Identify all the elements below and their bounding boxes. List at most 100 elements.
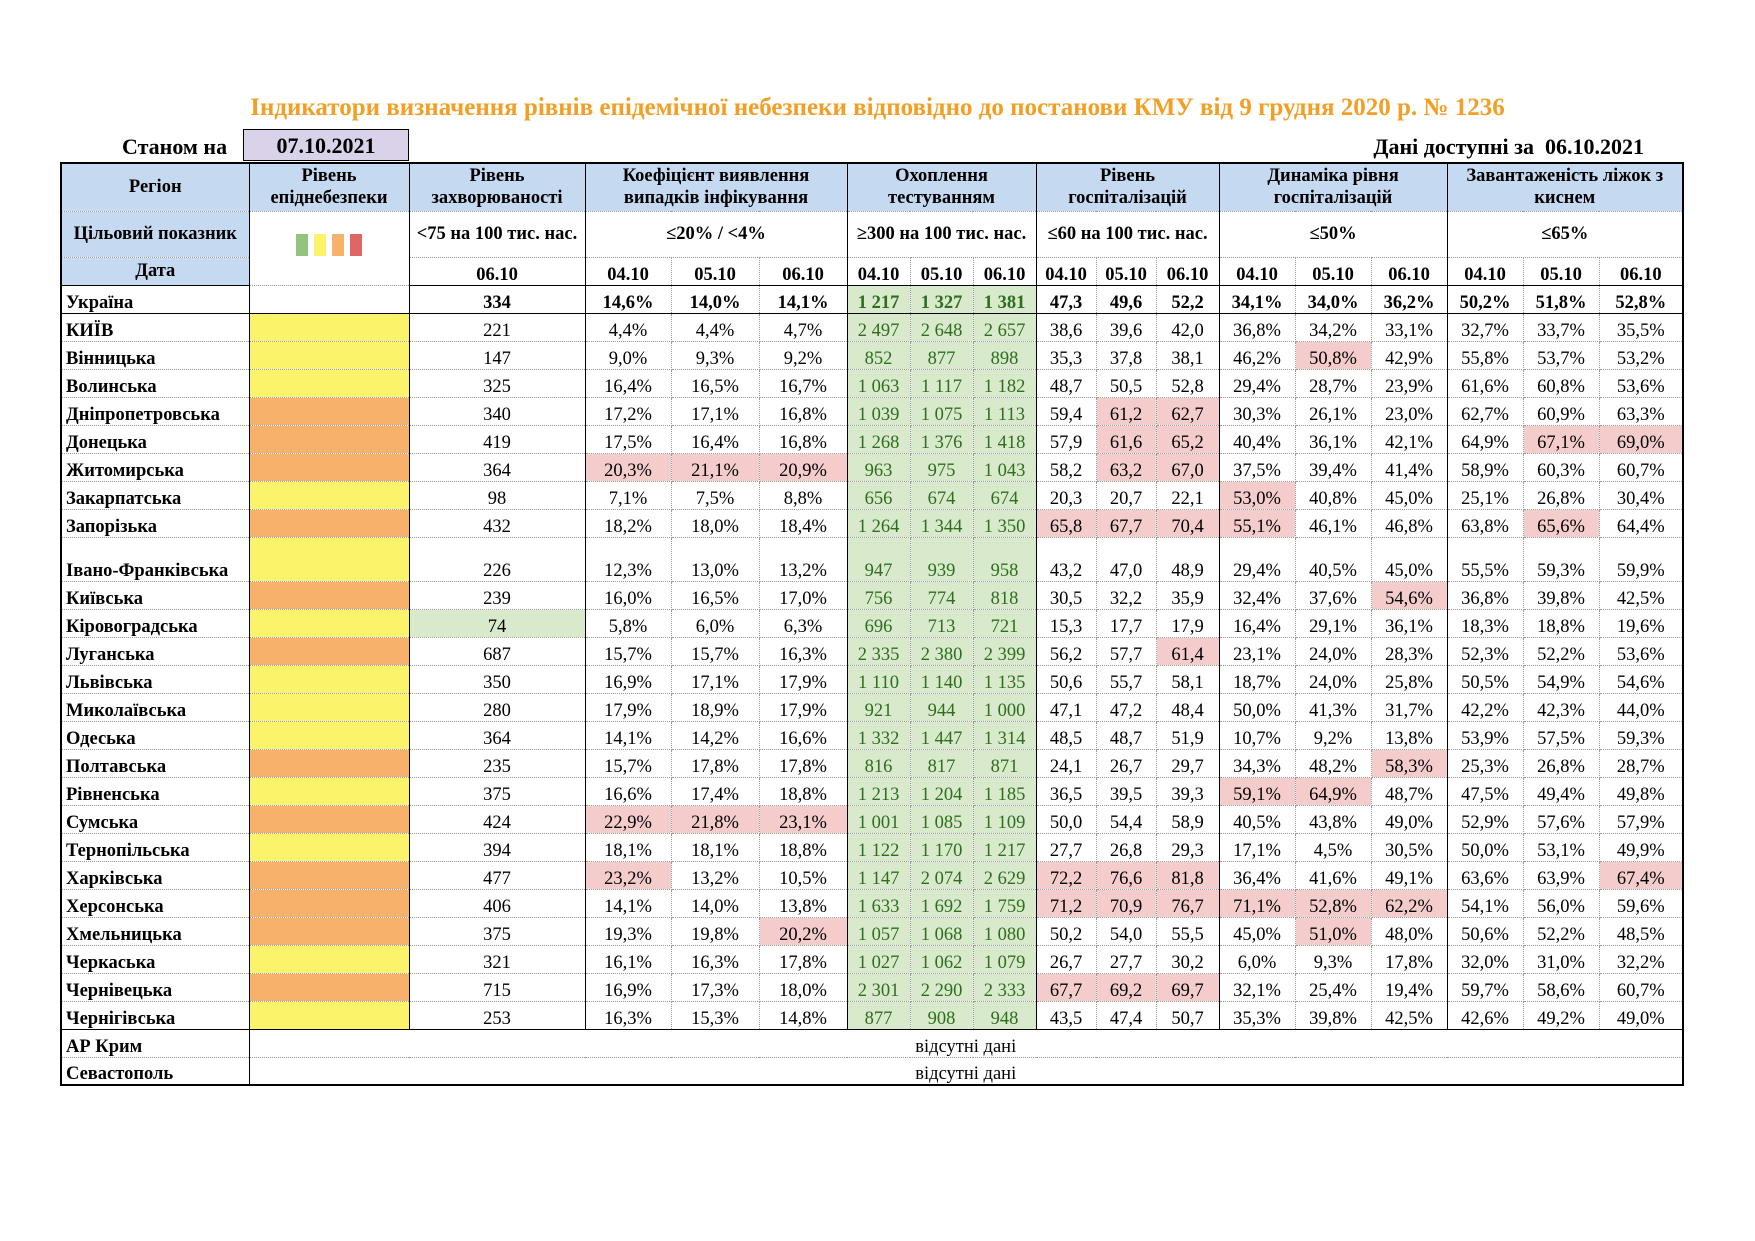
oxygen-cell: 53,7% bbox=[1522, 340, 1600, 370]
testing-cell: 877 bbox=[909, 340, 974, 370]
testing-cell: 2 290 bbox=[909, 972, 974, 1002]
hosp-cell: 81,8 bbox=[1155, 860, 1220, 890]
hosp-dyn-cell: 24,0% bbox=[1294, 664, 1372, 694]
detection-cell: 16,3% bbox=[758, 636, 848, 666]
detection-cell: 17,5% bbox=[584, 424, 672, 454]
oxygen-cell: 57,5% bbox=[1522, 720, 1600, 750]
hosp-cell: 63,2 bbox=[1095, 452, 1157, 482]
incidence-cell: 364 bbox=[408, 720, 586, 750]
hosp-cell: 43,2 bbox=[1035, 536, 1097, 582]
detection-cell: 17,9% bbox=[758, 692, 848, 722]
testing-cell: 975 bbox=[909, 452, 974, 482]
oxygen-cell: 57,6% bbox=[1522, 804, 1600, 834]
region-name: Севастополь bbox=[60, 1056, 250, 1086]
region-name: Донецька bbox=[60, 424, 250, 454]
oxygen-cell: 49,8% bbox=[1598, 776, 1684, 806]
detection-cell: 7,5% bbox=[670, 480, 760, 510]
hosp-cell: 55,7 bbox=[1095, 664, 1157, 694]
hosp-cell: 48,4 bbox=[1155, 692, 1220, 722]
hosp-dyn-cell: 28,7% bbox=[1294, 368, 1372, 398]
level-cell bbox=[248, 916, 410, 946]
table-row: Кіровоградська 74 5,8% 6,0% 6,3% 696 713 721 15,… bbox=[60, 608, 1684, 638]
hosp-dyn-cell: 40,5% bbox=[1218, 804, 1296, 834]
testing-cell: 1 117 bbox=[909, 368, 974, 398]
detection-cell: 17,8% bbox=[670, 748, 760, 778]
testing-cell: 1 109 bbox=[972, 804, 1037, 834]
oxygen-cell: 26,8% bbox=[1522, 748, 1600, 778]
hosp-cell: 20,3 bbox=[1035, 480, 1097, 510]
detection-cell: 16,4% bbox=[584, 368, 672, 398]
testing-cell: 871 bbox=[972, 748, 1037, 778]
incidence-cell: 424 bbox=[408, 804, 586, 834]
hosp-cell: 36,5 bbox=[1035, 776, 1097, 806]
testing-cell: 817 bbox=[909, 748, 974, 778]
hosp-dyn-cell: 36,2% bbox=[1370, 284, 1448, 314]
testing-cell: 1 147 bbox=[846, 860, 911, 890]
hosp-dyn-cell: 42,9% bbox=[1370, 340, 1448, 370]
hosp-cell: 43,5 bbox=[1035, 1000, 1097, 1030]
testing-cell: 1 135 bbox=[972, 664, 1037, 694]
target-row: Цільовий показник <75 на 100 тис. нас. ≤… bbox=[60, 210, 1684, 286]
oxygen-cell: 49,9% bbox=[1598, 832, 1684, 862]
testing-cell: 2 648 bbox=[909, 312, 974, 342]
date-cell: 05.10 bbox=[909, 256, 974, 286]
detection-cell: 18,0% bbox=[758, 972, 848, 1002]
oxygen-cell: 32,7% bbox=[1446, 312, 1524, 342]
incidence-cell: 687 bbox=[408, 636, 586, 666]
testing-cell: 944 bbox=[909, 692, 974, 722]
date-cell: 06.10 bbox=[758, 256, 848, 286]
incidence-cell: 239 bbox=[408, 580, 586, 610]
region-name: Житомирська bbox=[60, 452, 250, 482]
incidence-cell: 477 bbox=[408, 860, 586, 890]
hosp-cell: 17,9 bbox=[1155, 608, 1220, 638]
header-region: Регіон bbox=[60, 162, 250, 212]
detection-cell: 7,1% bbox=[584, 480, 672, 510]
hosp-cell: 47,0 bbox=[1095, 536, 1157, 582]
oxygen-cell: 59,6% bbox=[1598, 888, 1684, 918]
date-cell: 04.10 bbox=[1035, 256, 1097, 286]
detection-cell: 16,4% bbox=[670, 424, 760, 454]
detection-cell: 16,3% bbox=[584, 1000, 672, 1030]
date-cell: 06.10 bbox=[1598, 256, 1684, 286]
oxygen-cell: 26,8% bbox=[1522, 480, 1600, 510]
oxygen-cell: 28,7% bbox=[1598, 748, 1684, 778]
detection-cell: 18,8% bbox=[758, 776, 848, 806]
hosp-dyn-cell: 36,1% bbox=[1370, 608, 1448, 638]
hosp-dyn-cell: 28,3% bbox=[1370, 636, 1448, 666]
oxygen-cell: 44,0% bbox=[1598, 692, 1684, 722]
hosp-cell: 22,1 bbox=[1155, 480, 1220, 510]
region-name: Черкаська bbox=[60, 944, 250, 974]
hosp-cell: 39,5 bbox=[1095, 776, 1157, 806]
testing-cell: 1 062 bbox=[909, 944, 974, 974]
level-cell bbox=[248, 720, 410, 750]
testing-cell: 756 bbox=[846, 580, 911, 610]
target-hosp: ≤60 на 100 тис. нас. bbox=[1035, 210, 1220, 258]
detection-cell: 21,8% bbox=[670, 804, 760, 834]
detection-cell: 14,1% bbox=[584, 888, 672, 918]
hosp-dyn-cell: 9,2% bbox=[1294, 720, 1372, 750]
oxygen-cell: 63,8% bbox=[1446, 508, 1524, 538]
hosp-dyn-cell: 62,2% bbox=[1370, 888, 1448, 918]
incidence-cell: 226 bbox=[408, 536, 586, 582]
level-cell bbox=[248, 832, 410, 862]
testing-cell: 1 217 bbox=[846, 284, 911, 314]
incidence-cell: 340 bbox=[408, 396, 586, 426]
detection-cell: 18,2% bbox=[584, 508, 672, 538]
testing-cell: 939 bbox=[909, 536, 974, 582]
detection-cell: 13,0% bbox=[670, 536, 760, 582]
oxygen-cell: 57,9% bbox=[1598, 804, 1684, 834]
hosp-cell: 70,4 bbox=[1155, 508, 1220, 538]
oxygen-cell: 53,1% bbox=[1522, 832, 1600, 862]
hosp-cell: 58,2 bbox=[1035, 452, 1097, 482]
hosp-cell: 51,9 bbox=[1155, 720, 1220, 750]
hosp-cell: 26,7 bbox=[1035, 944, 1097, 974]
hosp-cell: 50,6 bbox=[1035, 664, 1097, 694]
table-row: Львівська 350 16,9% 17,1% 17,9% 1 110 1 140 1 1… bbox=[60, 664, 1684, 694]
level-cell bbox=[248, 368, 410, 398]
detection-cell: 15,3% bbox=[670, 1000, 760, 1030]
hosp-cell: 71,2 bbox=[1035, 888, 1097, 918]
level-cell bbox=[248, 608, 410, 638]
region-name: Запорізька bbox=[60, 508, 250, 538]
date-cell: 05.10 bbox=[1294, 256, 1372, 286]
testing-cell: 1 264 bbox=[846, 508, 911, 538]
